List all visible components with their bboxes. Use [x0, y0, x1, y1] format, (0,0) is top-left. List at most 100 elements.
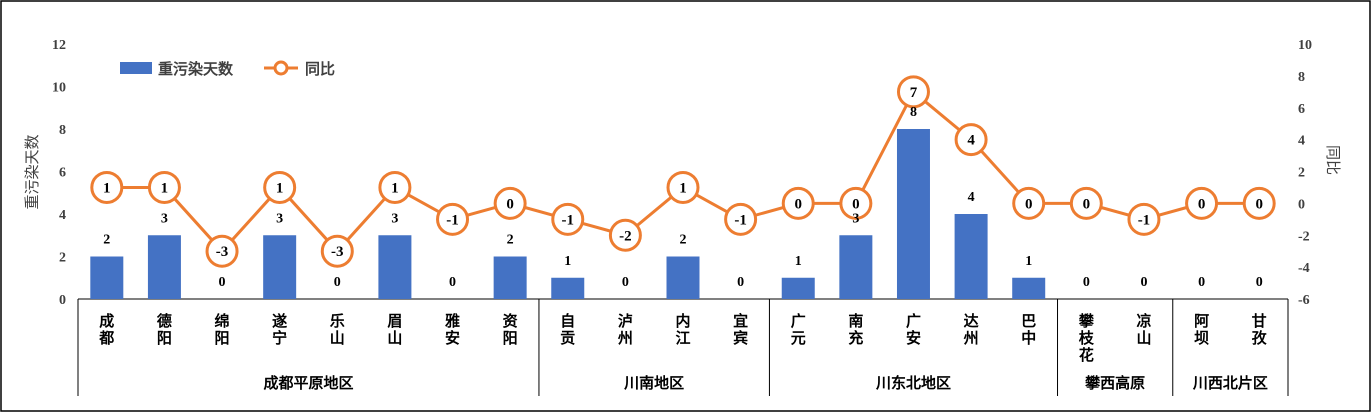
y-right-tick-label: 0: [1298, 197, 1305, 212]
yoy-marker: [551, 202, 585, 236]
category-label: 枝: [1079, 329, 1095, 347]
bar-value-label: 0: [219, 275, 226, 290]
yoy-marker: [205, 234, 239, 268]
y-left-tick-label: 8: [59, 123, 66, 138]
yoy-marker: [1127, 202, 1161, 236]
yoy-marker: [839, 186, 873, 220]
yoy-value-label: 0: [1025, 196, 1033, 212]
region-label: 成都平原地区: [263, 374, 353, 392]
bar-value-label: 1: [795, 254, 802, 269]
category-label: 资: [503, 312, 518, 330]
category-label: 安: [906, 329, 921, 347]
yoy-marker: [1012, 186, 1046, 220]
category-label: 山: [330, 329, 345, 347]
category-label: 都: [98, 329, 114, 347]
category-label: 德: [157, 312, 172, 330]
yoy-marker: [1069, 186, 1103, 220]
yoy-marker: [896, 75, 930, 109]
category-label: 安: [445, 329, 460, 347]
bar-value-label: 8: [910, 105, 917, 120]
category-label: 贡: [560, 329, 575, 347]
bar: [493, 256, 527, 299]
legend-line-label: 同比: [305, 60, 335, 78]
legend-bar-label: 重污染天数: [158, 60, 234, 78]
bar: [147, 235, 181, 299]
category-label: 广: [906, 312, 921, 330]
bar: [1012, 277, 1046, 299]
category-label: 宁: [272, 329, 287, 347]
category-label: 充: [848, 329, 863, 347]
bar: [378, 235, 412, 299]
yoy-value-label: -3: [216, 244, 229, 260]
category-label: 遂: [272, 312, 287, 330]
category-label: 阳: [157, 329, 172, 347]
bar: [839, 235, 873, 299]
y-left-tick-label: 0: [59, 293, 66, 308]
category-label: 山: [1136, 329, 1151, 347]
y-left-axis-title: 重污染天数: [23, 134, 41, 209]
legend-line-marker: [273, 60, 289, 76]
category-label: 成: [99, 312, 114, 330]
yoy-marker: [608, 218, 642, 252]
yoy-value-label: 0: [1255, 196, 1263, 212]
bar-value-label: 2: [507, 233, 514, 248]
category-label: 阿: [1194, 312, 1209, 330]
y-right-tick-label: -2: [1298, 229, 1310, 244]
category-label: 元: [791, 329, 806, 347]
yoy-value-label: 0: [1083, 196, 1091, 212]
yoy-marker: [1185, 186, 1219, 220]
yoy-marker: [1242, 186, 1276, 220]
bar-value-label: 0: [1198, 275, 1205, 290]
category-label: 内: [675, 312, 690, 330]
category-label: 南: [848, 312, 863, 330]
bar: [666, 256, 700, 299]
category-label: 达: [964, 312, 979, 330]
bar: [896, 129, 930, 299]
yoy-value-label: 0: [852, 196, 860, 212]
category-label: 自: [560, 312, 575, 330]
yoy-value-label: 1: [391, 180, 399, 196]
bar-value-label: 0: [334, 275, 341, 290]
y-left-tick-label: 6: [59, 166, 66, 181]
region-label: 川南地区: [623, 374, 684, 392]
category-label: 州: [963, 329, 979, 347]
category-label: 雅: [444, 312, 460, 330]
bar-value-label: 0: [1256, 275, 1263, 290]
yoy-value-label: 1: [161, 180, 169, 196]
yoy-value-label: 1: [103, 180, 111, 196]
yoy-value-label: 0: [506, 196, 514, 212]
region-label: 攀西高原: [1084, 374, 1145, 392]
yoy-marker: [493, 186, 527, 220]
yoy-value-label: -1: [734, 212, 747, 228]
y-right-tick-label: 8: [1298, 70, 1305, 85]
category-label: 广: [791, 312, 806, 330]
yoy-value-label: -1: [446, 212, 459, 228]
y-right-tick-label: 10: [1298, 38, 1312, 53]
bar-value-label: 0: [622, 275, 629, 290]
bar-value-label: 3: [276, 211, 283, 226]
bar-value-label: 3: [852, 211, 859, 226]
y-left-tick-label: 10: [52, 81, 66, 96]
y-right-tick-label: 4: [1298, 134, 1305, 149]
category-label: 孜: [1252, 329, 1268, 347]
bar-value-label: 1: [564, 254, 571, 269]
region-label: 川东北地区: [875, 374, 951, 392]
y-right-tick-label: -6: [1298, 293, 1310, 308]
category-label: 阳: [503, 329, 518, 347]
yoy-marker: [147, 170, 181, 204]
category-layer: 成都德阳绵阳遂宁乐山眉山雅安资阳自贡泸州内江宜宾广元南充广安达州巴中攀枝花凉山阿…: [77, 299, 1289, 396]
yoy-value-label: -3: [331, 244, 344, 260]
category-label: 乐: [330, 312, 345, 330]
yoy-value-label: 0: [794, 196, 802, 212]
bar-value-label: 2: [680, 233, 687, 248]
yoy-marker: [263, 170, 297, 204]
y-right-tick-label: 6: [1298, 102, 1305, 117]
bar-value-label: 3: [161, 211, 168, 226]
yoy-marker: [90, 170, 124, 204]
category-label: 中: [1021, 329, 1036, 347]
bar: [90, 256, 124, 299]
category-label: 攀: [1078, 312, 1095, 330]
category-label: 绵: [215, 312, 230, 330]
category-label: 宾: [733, 329, 748, 347]
